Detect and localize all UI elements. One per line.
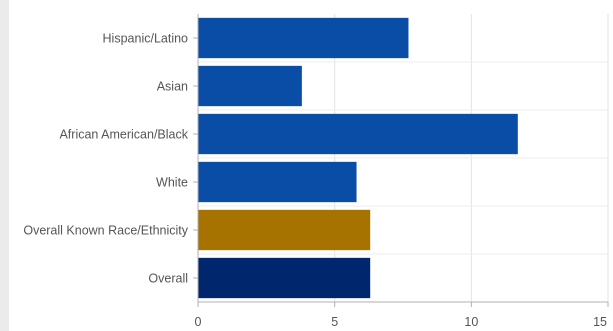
bar-african-american-black[interactable] [198,113,518,155]
category-label: White [156,176,188,190]
bar-white[interactable] [198,161,357,203]
category-label: African American/Black [59,128,188,142]
gridlines [198,14,609,302]
x-tick-label: 5 [331,315,338,329]
category-label: Overall [148,272,188,286]
bar-hispanic-latino[interactable] [198,17,409,59]
axes [193,14,609,307]
category-label: Hispanic/Latino [103,32,189,46]
bar-overall-known-race-ethnicity[interactable] [198,209,371,251]
x-tick-labels: 0 5 10 15 [195,315,608,329]
x-tick-label: 0 [195,315,202,329]
bars [198,17,518,299]
category-label: Overall Known Race/Ethnicity [23,224,188,238]
bar-asian[interactable] [198,65,302,107]
bar-chart: Hispanic/Latino Asian African American/Bla… [23,14,609,329]
chart-panel: Hispanic/Latino Asian African American/Bla… [9,0,613,331]
x-tick-label: 10 [464,315,478,329]
category-label: Asian [157,80,188,94]
x-tick-label: 15 [593,315,607,329]
bar-overall[interactable] [198,257,371,299]
category-labels: Hispanic/Latino Asian African American/Bla… [23,32,188,286]
